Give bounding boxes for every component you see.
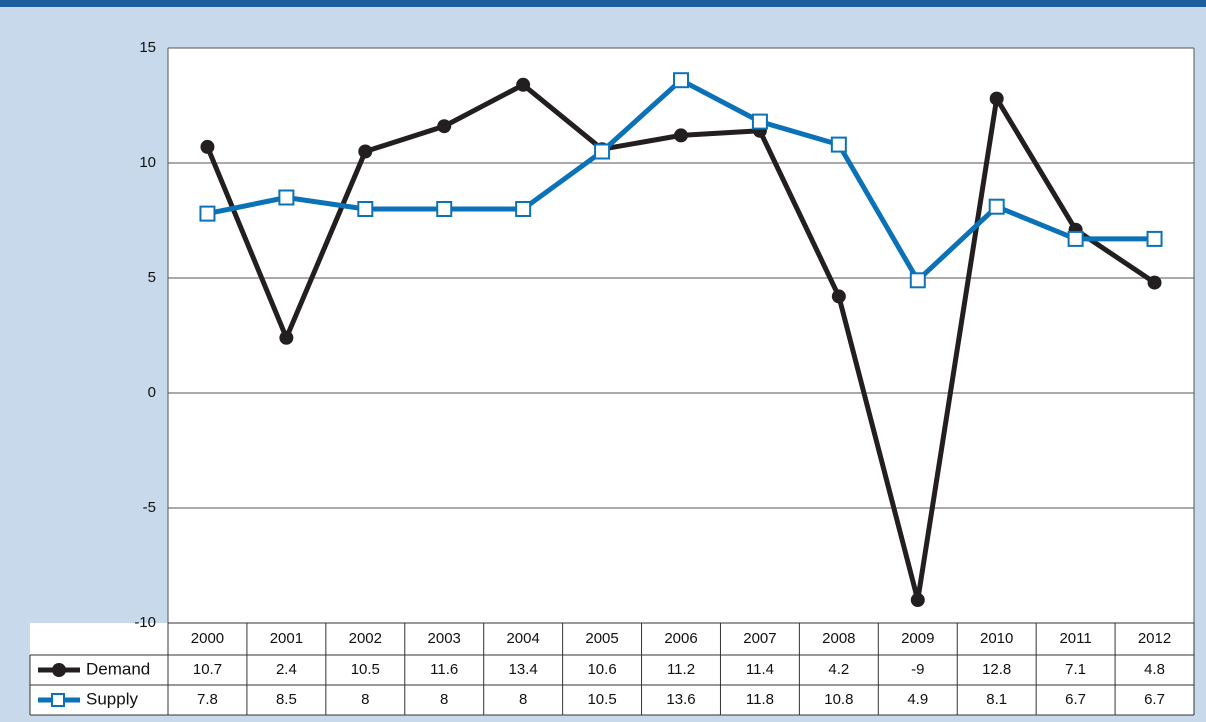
x-tick-label: 2001 [270,630,303,647]
x-tick-label: 2010 [980,630,1013,647]
legend-label: Demand [86,659,150,678]
marker [1147,275,1162,290]
y-tick-label: 15 [139,39,156,56]
table-value: 10.8 [824,691,853,708]
table-value: 10.5 [587,691,616,708]
legend-marker [52,663,66,677]
top-bar [0,0,1206,7]
table-value: 6.7 [1065,691,1086,708]
marker [910,593,925,607]
marker [278,189,295,206]
x-tick-label: 2006 [664,630,697,647]
table-value: 10.5 [351,661,380,678]
marker [673,72,689,89]
y-tick-label: 0 [148,384,156,401]
x-tick-label: 2005 [585,630,618,647]
data-table [30,623,1194,715]
table-value: 6.7 [1144,691,1165,708]
x-tick-label: 2002 [349,630,382,647]
marker [279,330,294,345]
table-value: 8 [361,691,369,708]
marker [516,77,531,92]
table-value: 11.6 [430,661,458,678]
table-value: -9 [911,661,924,678]
marker [674,128,688,143]
marker [199,205,216,222]
x-tick-label: 2008 [822,630,855,647]
table-value: 10.7 [193,661,222,678]
marker [830,136,847,153]
table-value: 7.1 [1065,661,1086,678]
table-value: 4.8 [1144,661,1165,678]
table-value: 8.5 [276,691,297,708]
y-tick-label: -5 [143,499,156,516]
legend-marker [51,693,65,707]
table-value: 11.4 [746,661,774,678]
marker [594,143,611,160]
table-value: 10.6 [587,661,616,678]
marker [831,289,846,304]
x-tick-label: 2003 [428,630,461,647]
x-tick-label: 2004 [506,630,539,647]
table-value: 4.2 [828,661,849,678]
table-value: 4.9 [907,691,928,708]
table-value: 13.4 [509,661,538,678]
table-value: 11.2 [667,661,695,678]
table-value: 12.8 [982,661,1011,678]
x-tick-label: 2007 [743,630,776,647]
marker [358,144,373,159]
marker [437,119,452,134]
table-value: 13.6 [666,691,695,708]
marker [357,201,374,217]
table-value: 7.8 [197,691,218,708]
y-tick-label: -10 [134,614,156,631]
table-value: 8 [440,691,448,708]
marker [989,91,1004,106]
table-value: 8.1 [986,691,1007,708]
x-tick-label: 2000 [191,630,224,647]
marker [751,113,768,130]
legend-label: Supply [86,689,138,708]
table-value: 8 [519,691,527,708]
x-tick-label: 2009 [901,630,934,647]
marker [515,201,532,217]
marker [1146,230,1163,247]
x-tick-label: 2011 [1059,630,1091,647]
y-tick-label: 5 [148,269,156,286]
marker [200,139,215,154]
table-value: 11.8 [746,691,774,708]
marker [1067,230,1084,247]
marker [988,198,1005,215]
table-value: 2.4 [276,661,297,678]
marker [909,272,926,289]
x-tick-label: 2012 [1138,630,1171,647]
y-tick-label: 10 [139,154,156,171]
marker [436,201,453,217]
